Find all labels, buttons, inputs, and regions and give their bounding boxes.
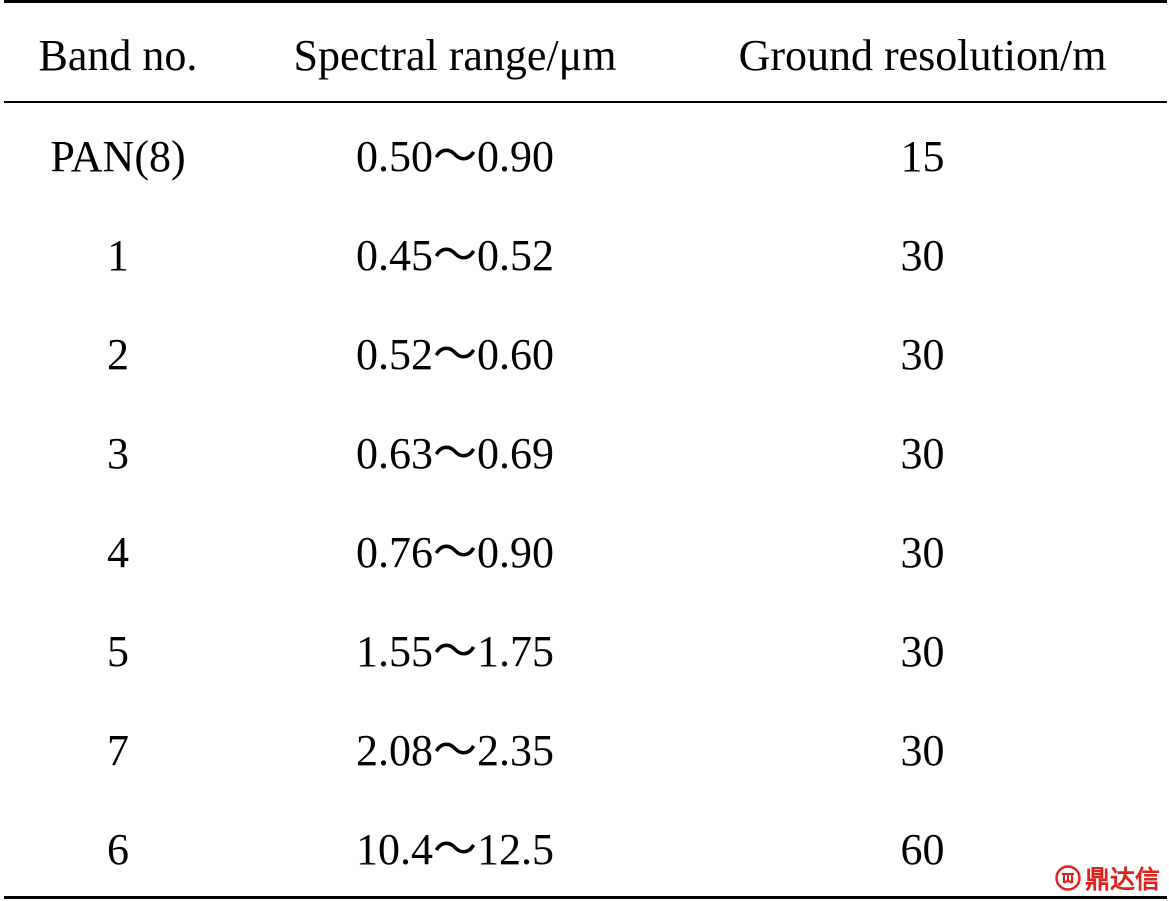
table-cell-band: 1 (107, 231, 129, 280)
header-spectral-range: Spectral range/μm (293, 31, 617, 80)
table-cell-resolution: 30 (900, 429, 945, 478)
table-cell-spectral-range: 0.50～0.90 (356, 132, 554, 181)
table-cell-resolution: 15 (900, 132, 945, 181)
table-cell-resolution: 30 (900, 231, 945, 280)
table-cell-band: PAN(8) (50, 132, 186, 181)
table-cell-band: 4 (107, 528, 129, 577)
table-cell-spectral-range: 10.4～12.5 (356, 825, 554, 874)
table-cell-spectral-range: 1.55～1.75 (356, 627, 554, 676)
table-cell-resolution: 30 (900, 726, 945, 775)
table-cell-spectral-range: 0.76～0.90 (356, 528, 554, 577)
header-band-no: Band no. (38, 31, 198, 80)
table-cell-band: 5 (107, 627, 129, 676)
table-cell-resolution: 30 (900, 627, 945, 676)
table-cell-resolution: 30 (900, 330, 945, 379)
table-cell-spectral-range: 2.08～2.35 (356, 726, 554, 775)
table-cell-band: 7 (107, 726, 129, 775)
header-rule (4, 101, 1167, 103)
bottom-rule (4, 896, 1167, 899)
table-cell-band: 6 (107, 825, 129, 874)
table-cell-band: 2 (107, 330, 129, 379)
table-cell-spectral-range: 0.63～0.69 (356, 429, 554, 478)
table-cell-resolution: 60 (900, 825, 945, 874)
table-cell-spectral-range: 0.52～0.60 (356, 330, 554, 379)
top-rule (4, 0, 1167, 3)
watermark-text: 鼎达信 (1084, 865, 1160, 894)
table-cell-spectral-range: 0.45～0.52 (356, 231, 554, 280)
table-cell-band: 3 (107, 429, 129, 478)
watermark: 鼎达信 (1055, 861, 1160, 895)
table-cell-resolution: 30 (900, 528, 945, 577)
seal-logo-icon (1055, 865, 1081, 891)
header-ground-resolution: Ground resolution/m (738, 31, 1107, 80)
